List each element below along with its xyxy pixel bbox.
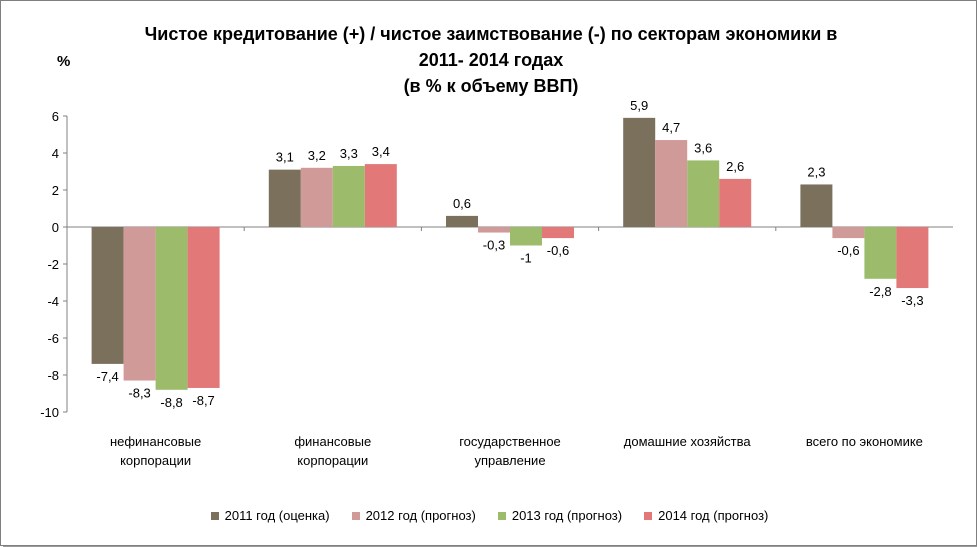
chart-title-line-3: (в % к объему ВВП): [403, 76, 579, 96]
y-tick-label: -2: [47, 257, 59, 272]
y-tick-label: -8: [47, 368, 59, 383]
data-label: 5,9: [630, 98, 648, 113]
legend-item-2014: 2014 год (прогноз): [644, 508, 768, 523]
chart-title-line-2: 2011- 2014 годах: [418, 50, 564, 70]
data-label: 3,6: [694, 140, 712, 155]
data-label: 3,2: [308, 148, 326, 163]
y-tick-label: 4: [52, 146, 59, 161]
y-tick-label: -4: [47, 294, 59, 309]
chart-title: Чистое кредитование (+) / чистое заимств…: [61, 21, 921, 99]
bar: [478, 227, 510, 233]
category-label-line: всего по экономике: [806, 434, 923, 449]
category-label-line: корпорации: [297, 453, 368, 468]
data-label: -0,6: [837, 243, 859, 258]
data-label: 3,4: [372, 144, 390, 159]
data-label: -7,4: [96, 369, 118, 384]
legend-label-2012: 2012 год (прогноз): [365, 508, 476, 523]
bar: [655, 140, 688, 227]
bar: [187, 227, 220, 388]
category-label: нефинансовые корпорации: [110, 434, 201, 468]
bar: [864, 227, 897, 279]
category-label-line: финансовые: [294, 434, 371, 449]
bar: [623, 117, 656, 227]
bar: [687, 160, 720, 227]
data-label: 2,3: [807, 164, 825, 179]
data-label: -8,7: [192, 393, 214, 408]
data-label: -1: [520, 251, 532, 266]
bar: [542, 227, 574, 239]
y-tick-label: 6: [52, 109, 59, 124]
bar: [155, 227, 188, 390]
category-label: государственное управление: [459, 434, 561, 468]
y-tick-label: 0: [52, 220, 59, 235]
chart-legend: 2011 год (оценка) 2012 год (прогноз) 201…: [1, 508, 977, 523]
legend-item-2011: 2011 год (оценка): [210, 508, 330, 523]
bar: [364, 164, 397, 227]
legend-item-2013: 2013 год (прогноз): [497, 508, 623, 523]
legend-item-2012: 2012 год (прогноз): [351, 508, 476, 523]
bar: [446, 215, 478, 227]
y-axis-unit-label: %: [57, 53, 71, 70]
legend-swatch-2014: [644, 511, 653, 520]
data-label: -0,3: [483, 238, 505, 253]
y-tick-label: -10: [40, 405, 59, 420]
category-label-line: домашние хозяйства: [624, 434, 752, 449]
y-tick-label: 2: [52, 183, 59, 198]
data-label: 0,6: [453, 196, 471, 211]
bar: [896, 227, 929, 289]
data-label: -3,3: [901, 293, 923, 308]
data-label: 2,6: [726, 159, 744, 174]
legend-swatch-2013: [497, 511, 506, 520]
legend-swatch-2012: [351, 511, 360, 520]
data-label: 3,3: [340, 146, 358, 161]
bar: [719, 178, 752, 227]
data-label: -2,8: [869, 284, 891, 299]
bar: [91, 227, 124, 364]
bar: [332, 165, 365, 227]
bar: [800, 184, 833, 227]
category-label-line: управление: [474, 453, 545, 468]
data-label: 4,7: [662, 120, 680, 135]
legend-label-2013: 2013 год (прогноз): [511, 508, 623, 523]
chart-title-line-1: Чистое кредитование (+) / чистое заимств…: [144, 24, 838, 44]
bar: [832, 227, 865, 239]
legend-swatch-2011: [210, 511, 219, 520]
data-label: -0,6: [547, 243, 569, 258]
category-label-line: нефинансовые: [110, 434, 201, 449]
data-label: -8,3: [128, 386, 150, 401]
bar: [268, 169, 301, 227]
category-label: всего по экономике: [806, 434, 923, 449]
data-label: 3,1: [276, 150, 294, 165]
legend-label-2011: 2011 год (оценка): [224, 508, 330, 523]
bar: [123, 227, 156, 381]
bar: [510, 227, 542, 246]
data-label: -8,8: [160, 395, 182, 410]
bar: [300, 167, 333, 227]
category-label-line: корпорации: [120, 453, 191, 468]
y-tick-label: -6: [47, 331, 59, 346]
category-label-line: государственное: [459, 434, 561, 449]
category-label: домашние хозяйства: [624, 434, 752, 449]
legend-label-2014: 2014 год (прогноз): [658, 508, 769, 523]
category-label: финансовые корпорации: [294, 434, 371, 468]
